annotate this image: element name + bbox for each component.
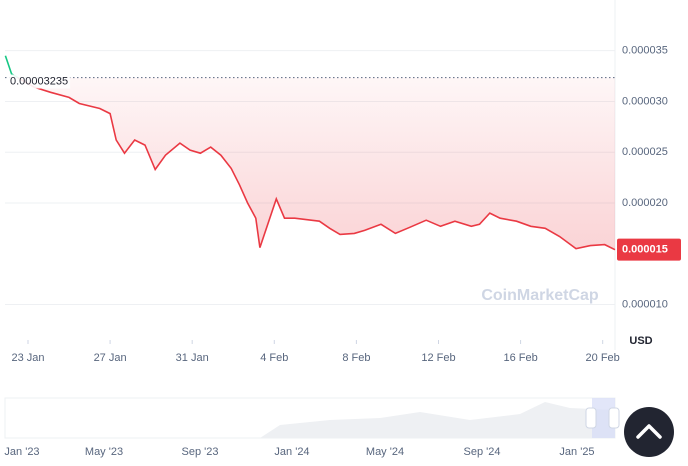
reference-label: 0.00003235	[10, 75, 68, 87]
x-tick-label: 16 Feb	[503, 352, 537, 364]
navigator-label: May '24	[366, 446, 404, 458]
current-price-label: 0.000015	[622, 244, 668, 256]
navigator[interactable]	[4, 397, 620, 439]
y-unit: USD	[629, 335, 652, 347]
y-tick-label: 0.000030	[622, 95, 668, 107]
scroll-button[interactable]	[624, 407, 674, 457]
arrow-icon	[636, 424, 662, 439]
navigator-label: Jan '25	[559, 446, 594, 458]
x-tick-label: 4 Feb	[260, 352, 288, 364]
x-tick-label: 8 Feb	[342, 352, 370, 364]
navigator-handle[interactable]	[608, 407, 620, 429]
y-tick-label: 0.000035	[622, 45, 668, 57]
scroll-top-button[interactable]	[624, 407, 674, 457]
y-tick-label: 0.000025	[622, 146, 668, 158]
navigator-label: Jan '24	[274, 446, 309, 458]
navigator-handle[interactable]	[585, 407, 597, 429]
x-tick-label: 27 Jan	[94, 352, 127, 364]
price-area	[17, 77, 615, 250]
y-tick-label: 0.000010	[622, 298, 668, 310]
navigator-label: May '23	[85, 446, 123, 458]
price-line	[16, 77, 616, 251]
reference-label-bg	[8, 74, 71, 89]
y-tick-label: 0.000020	[622, 197, 668, 209]
watermark: CoinMarketCap	[481, 287, 599, 304]
x-tick-label: 23 Jan	[11, 352, 44, 364]
x-tick-label: 31 Jan	[176, 352, 209, 364]
x-tick-label: 12 Feb	[421, 352, 455, 364]
current-price-tag	[617, 238, 681, 261]
x-tick-label: 20 Feb	[586, 352, 620, 364]
navigator-window[interactable]	[592, 398, 615, 438]
navigator-area	[5, 402, 615, 438]
navigator-label: Sep '24	[464, 446, 501, 458]
navigator-label: Sep '23	[182, 446, 219, 458]
navigator-label: Jan '23	[4, 446, 39, 458]
